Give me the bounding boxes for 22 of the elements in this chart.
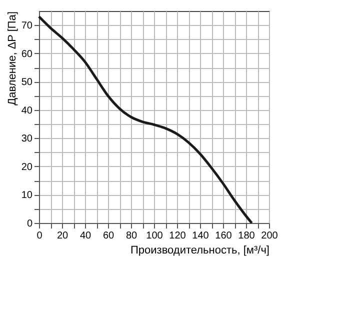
x-tick-label: 20 bbox=[56, 230, 68, 242]
x-tick-label: 100 bbox=[146, 230, 164, 242]
y-tick-label: 20 bbox=[21, 162, 33, 173]
y-tick-label: 40 bbox=[21, 105, 33, 116]
x-tick-label: 0 bbox=[36, 230, 43, 242]
x-tick-label: 120 bbox=[169, 230, 186, 242]
y-axis-title: Давление, ΔP [Па] bbox=[6, 12, 18, 106]
x-axis-title: Производительность, [м³/ч] bbox=[130, 244, 270, 256]
y-tick-label: 50 bbox=[21, 77, 33, 88]
y-tick-label: 10 bbox=[21, 190, 33, 202]
y-tick-label: 60 bbox=[21, 48, 33, 60]
y-tick-label: 0 bbox=[26, 218, 33, 230]
y-tick-label: 30 bbox=[21, 134, 33, 145]
x-tick-label: 140 bbox=[192, 230, 210, 242]
x-tick-label: 80 bbox=[126, 230, 138, 242]
line-series bbox=[38, 15, 253, 224]
x-tick-label: 40 bbox=[80, 230, 92, 242]
x-tick-label: 200 bbox=[261, 230, 278, 242]
x-tick-label: 180 bbox=[238, 230, 256, 242]
x-tick-label: 60 bbox=[102, 230, 114, 242]
y-tick-label: 70 bbox=[21, 20, 33, 32]
x-tick-label: 160 bbox=[215, 230, 232, 242]
